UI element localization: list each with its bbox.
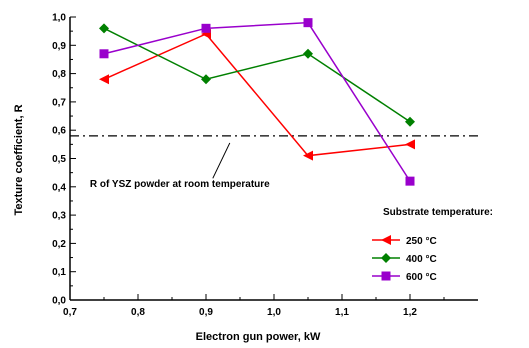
data-point <box>303 18 313 28</box>
legend-swatch-marker <box>381 271 391 281</box>
data-point <box>405 116 415 127</box>
axis-ticks: 0,0 0,1 0,2 0,3 0,4 0,5 0,6 0,7 0,8 0,9 1,0 0,7 0,8 0… <box>52 13 445 318</box>
x-tick-label: 0,8 <box>131 307 145 318</box>
x-tick-label: 1,1 <box>335 307 349 318</box>
data-point <box>303 150 313 161</box>
annotation-pointer <box>212 142 231 179</box>
x-tick-label: 0,7 <box>63 307 77 318</box>
y-tick-label: 0,6 <box>52 126 66 137</box>
y-tick-label: 1,0 <box>52 13 66 24</box>
x-tick-label: 0,9 <box>199 307 213 318</box>
x-axis-title: Electron gun power, kW <box>196 331 321 343</box>
y-tick-label: 0,0 <box>52 296 66 307</box>
reference-line-group: R of YSZ powder at room temperature <box>70 135 478 190</box>
series-line <box>103 27 411 123</box>
y-tick-label: 0,3 <box>52 211 66 222</box>
y-tick-label: 0,7 <box>52 97 66 108</box>
series-line <box>103 21 411 182</box>
data-point <box>99 23 109 34</box>
y-tick-label: 0,2 <box>52 239 66 250</box>
y-tick-label: 0,8 <box>52 69 66 80</box>
legend-label: 400 °C <box>406 254 437 265</box>
y-tick-label: 0,9 <box>52 41 66 52</box>
data-point <box>405 139 415 150</box>
x-tick-label: 1,0 <box>267 307 281 318</box>
data-series <box>99 18 415 186</box>
y-tick-label: 0,4 <box>52 182 66 193</box>
y-axis-title: Texture coefficient, R <box>13 104 25 215</box>
y-tick-label: 0,1 <box>52 267 66 278</box>
data-point <box>303 48 313 59</box>
legend-swatch-marker <box>381 235 391 245</box>
legend-label: 600 °C <box>406 272 437 283</box>
data-point <box>99 49 109 59</box>
series-line <box>103 33 411 157</box>
reference-line-label: R of YSZ powder at room temperature <box>90 179 270 190</box>
data-point <box>405 176 415 186</box>
data-point <box>201 74 211 85</box>
legend-label: 250 °C <box>406 236 437 247</box>
data-point <box>99 74 109 85</box>
y-tick-label: 0,5 <box>52 154 66 165</box>
legend-title: Substrate temperature: <box>383 207 493 218</box>
legend: Substrate temperature: 250 °C 400 °C 600 °C <box>372 207 493 283</box>
legend-swatch-marker <box>381 253 391 263</box>
data-point <box>201 23 211 33</box>
x-tick-label: 1,2 <box>403 307 417 318</box>
